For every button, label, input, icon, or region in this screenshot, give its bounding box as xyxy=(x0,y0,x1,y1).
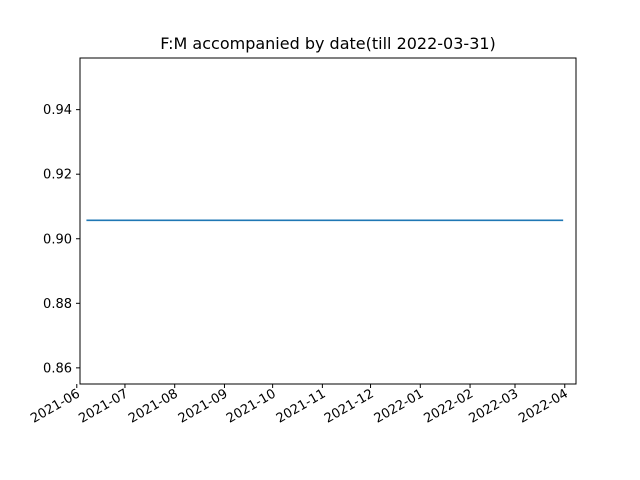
x-tick-label: 2022-01 xyxy=(372,386,427,426)
y-tick-label: 0.94 xyxy=(43,103,72,118)
x-tick-label: 2021-09 xyxy=(176,386,231,426)
x-tick-label: 2021-11 xyxy=(274,386,329,426)
y-tick-label: 0.86 xyxy=(43,361,72,376)
x-tick-label: 2021-12 xyxy=(322,386,377,426)
y-axis-ticks: 0.86 0.88 0.90 0.92 0.94 xyxy=(43,103,80,376)
x-tick-label: 2021-08 xyxy=(126,386,181,426)
x-tick-label: 2021-07 xyxy=(76,386,131,426)
y-tick-label: 0.92 xyxy=(43,168,72,183)
x-tick-label: 2021-10 xyxy=(224,386,279,426)
plot-frame xyxy=(79,57,577,385)
x-tick-label: 2022-03 xyxy=(466,386,521,426)
chart-title: F:M accompanied by date(till 2022-03-31) xyxy=(160,34,496,53)
y-tick-label: 0.88 xyxy=(43,297,72,312)
x-tick-label: 2021-06 xyxy=(28,386,83,426)
y-tick-label: 0.90 xyxy=(43,232,72,247)
x-tick-label: 2022-02 xyxy=(422,386,477,426)
x-axis-ticks: 2021-062021-072021-082021-092021-102021-… xyxy=(28,384,571,427)
x-tick-label: 2022-04 xyxy=(516,386,571,426)
